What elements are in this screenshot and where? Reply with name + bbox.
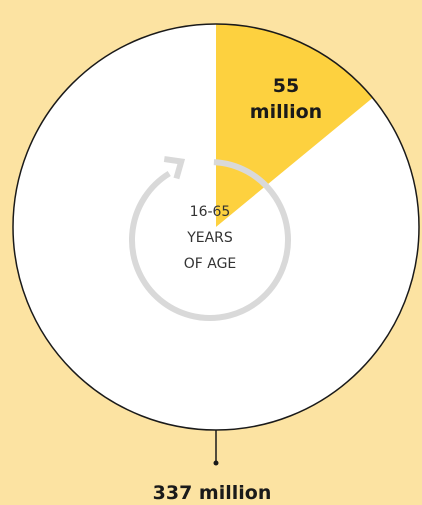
pie-slice-337 xyxy=(12,24,420,430)
center-label-line-2: YEARS xyxy=(186,230,233,246)
slice-label-55-number: 55 xyxy=(273,75,299,97)
pie-slices xyxy=(12,24,420,430)
slice-label-337: 337 million xyxy=(153,482,272,504)
center-label-line-3: OF AGE xyxy=(184,256,237,272)
slice-label-55-unit: million xyxy=(250,101,322,123)
circular-arrow-icon xyxy=(129,156,291,321)
center-label-line-1: 16-65 xyxy=(190,204,231,220)
leader-dot xyxy=(213,460,219,466)
